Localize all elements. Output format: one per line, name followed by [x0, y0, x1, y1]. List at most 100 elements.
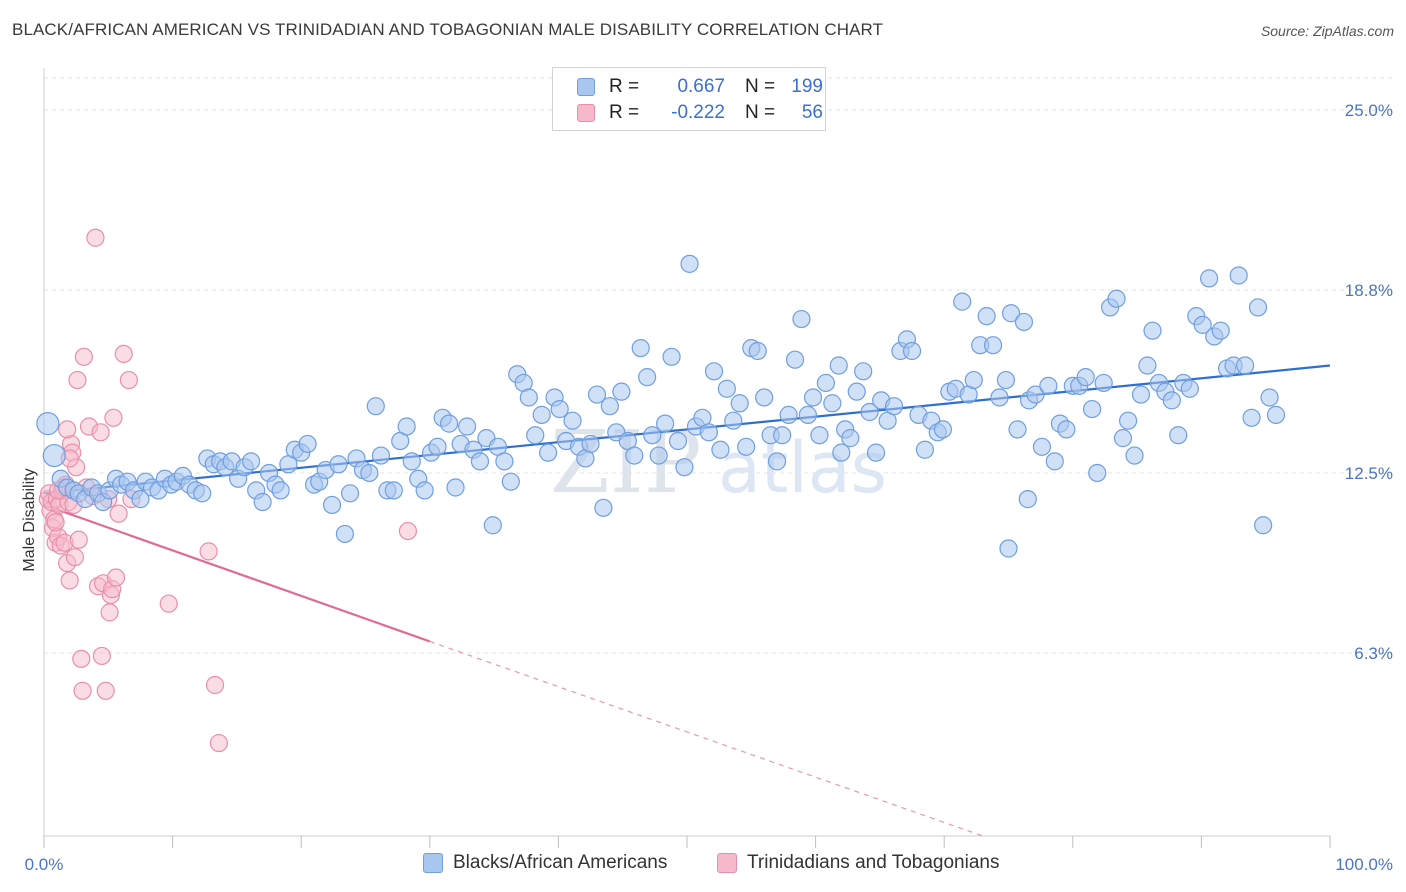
blue-point	[36, 412, 60, 436]
blue-point	[704, 362, 724, 381]
blue-point	[532, 405, 551, 424]
blue-point	[803, 388, 823, 407]
blue-point	[384, 481, 403, 500]
blue-point	[767, 452, 787, 471]
blue-point	[42, 443, 66, 468]
blue-point	[1266, 405, 1286, 424]
x-tick-label: 0.0%	[25, 855, 64, 874]
y-tick-label: 25.0%	[1345, 101, 1393, 120]
blue-point	[1260, 388, 1279, 407]
blue-point	[823, 394, 842, 413]
blue-point	[990, 388, 1009, 407]
blue-point	[1001, 304, 1021, 323]
blue-point	[730, 394, 749, 413]
blue-point	[675, 458, 694, 477]
blue-point	[1045, 452, 1064, 471]
blue-point	[884, 397, 904, 416]
blue-point	[594, 498, 613, 517]
y-tick-label: 12.5%	[1345, 464, 1393, 483]
pink-point	[96, 681, 115, 700]
blue-point	[1094, 373, 1113, 393]
blue-point	[1088, 463, 1107, 483]
pink-point	[46, 513, 65, 532]
blue-point	[1143, 321, 1162, 340]
blue-point	[643, 426, 662, 445]
blue-point	[446, 478, 465, 497]
blue-point	[1039, 376, 1058, 395]
bottom-legend-swatch-pink	[717, 853, 737, 873]
legend-swatch-blue	[577, 78, 595, 96]
legend-row-blue: R = 0.667 N = 199	[577, 75, 823, 99]
pink-point	[199, 542, 218, 561]
blue-point	[737, 437, 756, 456]
pink-point	[86, 228, 105, 247]
pink-point	[398, 521, 418, 541]
legend-n-label: N =	[745, 76, 776, 97]
blue-point	[996, 370, 1016, 390]
blue-point	[131, 490, 150, 509]
blue-point	[415, 481, 434, 500]
blue-point	[1193, 315, 1212, 334]
blue-point	[495, 452, 514, 471]
blue-point	[457, 417, 477, 436]
blue-point	[1200, 269, 1219, 288]
blue-point	[587, 385, 607, 404]
blue-point	[1008, 420, 1027, 439]
pink-point	[106, 568, 126, 587]
blue-point	[748, 341, 767, 361]
chart-title: BLACK/AFRICAN AMERICAN VS TRINIDADIAN AN…	[12, 20, 884, 39]
x-tick-labels: 0.0% 100.0%	[25, 855, 1393, 874]
legend-r-value: 0.667	[677, 76, 725, 97]
blue-point	[241, 452, 261, 471]
legend-r-label: R =	[609, 102, 640, 123]
blue-point	[933, 420, 953, 439]
legend-n-value: 56	[801, 102, 823, 123]
blue-point	[501, 472, 520, 491]
blue-point	[371, 446, 391, 465]
bottom-legend-pink: Trinidadians and Tobagonians	[717, 852, 999, 874]
blue-point	[977, 307, 996, 326]
blue-point	[335, 524, 355, 544]
blue-point	[1236, 356, 1255, 375]
blue-point	[785, 350, 805, 369]
blue-point	[253, 492, 272, 512]
bottom-legend-label-pink: Trinidadians and Tobagonians	[747, 852, 1000, 873]
blue-point	[847, 382, 866, 401]
blue-point	[600, 397, 619, 416]
blue-point	[1014, 312, 1034, 332]
pink-point	[209, 733, 228, 753]
blue-point	[483, 516, 502, 535]
blue-point	[439, 414, 459, 433]
blue-point	[953, 292, 972, 311]
blue-point	[193, 484, 212, 503]
pink-point	[119, 370, 138, 390]
pink-point	[65, 548, 84, 567]
blue-point	[581, 434, 600, 454]
blue-point	[1248, 298, 1268, 317]
blue-point	[1026, 385, 1045, 404]
blue-point	[1057, 420, 1076, 439]
blue-point	[638, 368, 657, 387]
bottom-legend-label-blue: Blacks/African Americans	[453, 852, 668, 873]
source-label: Source: ZipAtlas.com	[1260, 23, 1394, 39]
pink-point	[73, 681, 92, 700]
blue-point	[832, 443, 851, 462]
pink-trend-line	[43, 503, 983, 837]
blue-point	[625, 446, 644, 465]
blue-point	[550, 399, 569, 419]
blue-point	[563, 411, 582, 430]
blue-point	[999, 539, 1018, 558]
legend-n-label: N =	[745, 102, 776, 123]
legend-row-pink: R = -0.222 N = 56	[577, 101, 823, 125]
pink-point	[159, 594, 178, 613]
blue-point	[526, 426, 545, 445]
bottom-legend-blue: Blacks/African Americans	[423, 852, 667, 874]
blue-point	[649, 446, 668, 465]
blue-point	[1162, 391, 1181, 410]
blue-point	[779, 405, 798, 424]
blue-point	[854, 362, 873, 381]
pink-point	[68, 370, 87, 390]
blue-point	[519, 388, 538, 407]
blue-point	[656, 414, 675, 433]
